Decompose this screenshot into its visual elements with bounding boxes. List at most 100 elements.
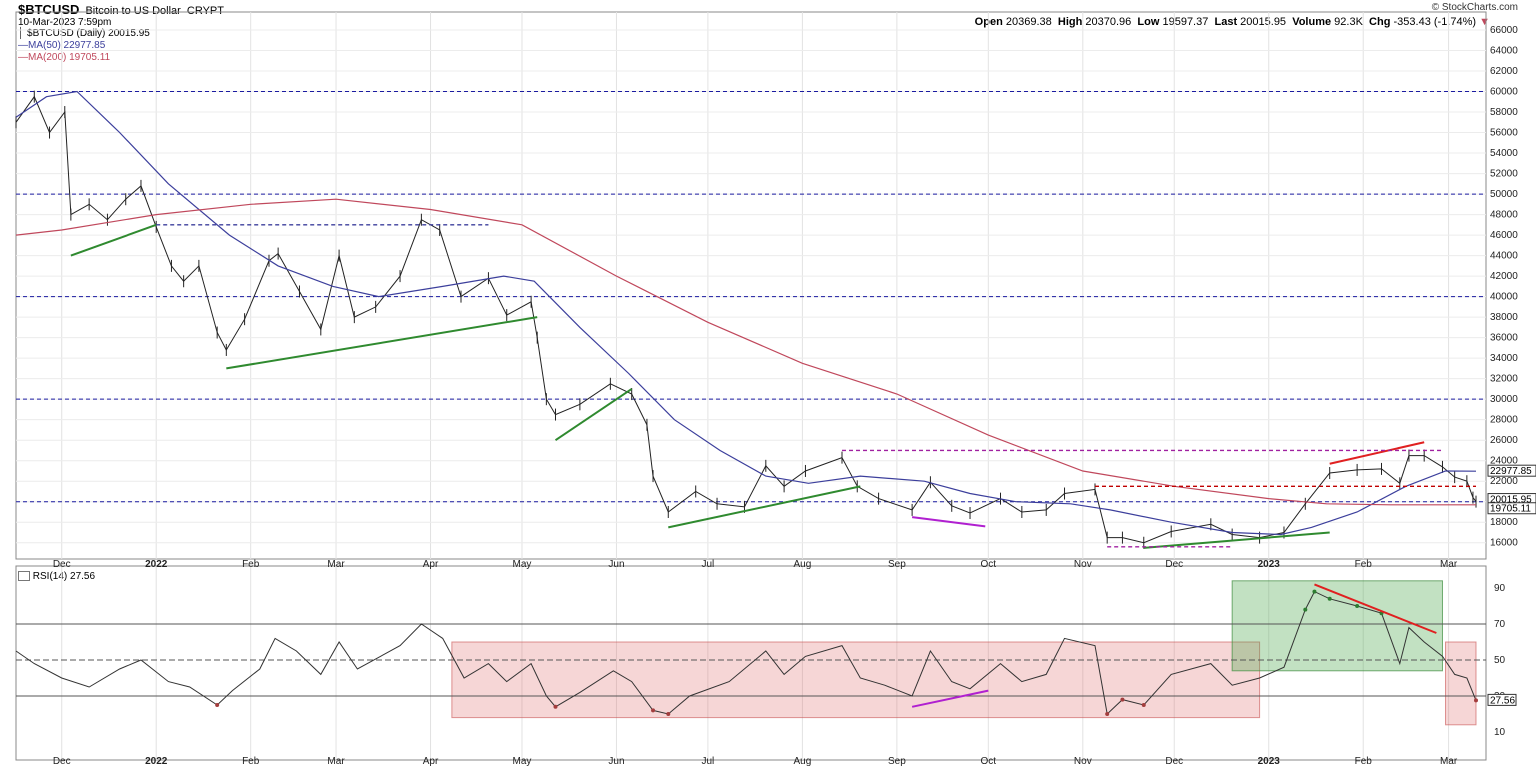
price-value-tag-box bbox=[1487, 464, 1536, 477]
x-tick-label-rsi: Mar bbox=[1440, 756, 1458, 767]
x-tick-label-rsi: 2023 bbox=[1258, 756, 1281, 767]
rsi-annotation-resistance bbox=[1314, 583, 1437, 634]
price-value-tag-box bbox=[1487, 502, 1536, 515]
y-tick-label-price: 58000 bbox=[1490, 107, 1518, 118]
chg-label: Chg bbox=[1369, 16, 1391, 28]
y-tick-label-price: 32000 bbox=[1490, 374, 1518, 385]
y-tick-label-price: 62000 bbox=[1490, 66, 1518, 77]
rsi-oversold-point bbox=[651, 708, 656, 713]
y-tick-label-price: 66000 bbox=[1490, 25, 1518, 36]
rsi-oversold-point bbox=[215, 703, 220, 707]
y-tick-label-rsi: 50 bbox=[1494, 655, 1506, 666]
rsi-legend-swatch bbox=[18, 571, 30, 582]
brand-logo: © StockCharts.com bbox=[1431, 2, 1518, 13]
y-tick-label-price: 28000 bbox=[1490, 415, 1518, 426]
price-annotation-support bbox=[226, 316, 538, 370]
y-tick-label-rsi: 70 bbox=[1494, 619, 1506, 630]
price-annotation-support bbox=[554, 388, 633, 442]
rsi-annotation-level-purple bbox=[911, 689, 989, 708]
rsi-overbought-point bbox=[1355, 604, 1360, 608]
x-tick-label-price: Mar bbox=[327, 559, 345, 570]
y-tick-label-price: 26000 bbox=[1490, 435, 1518, 446]
rsi-oversold-point bbox=[1120, 697, 1125, 702]
y-tick-label-price: 54000 bbox=[1490, 148, 1518, 159]
legend-ma200: —MA(200) 19705.11 bbox=[18, 52, 111, 63]
series-btcusd bbox=[15, 95, 1477, 544]
y-tick-label-price: 16000 bbox=[1490, 538, 1518, 549]
x-tick-label-rsi: May bbox=[513, 756, 532, 767]
price-annotation-support bbox=[668, 485, 861, 529]
price-value-tag: 19705.11 bbox=[1490, 504, 1531, 515]
x-tick-label-rsi: Dec bbox=[1165, 756, 1183, 767]
x-tick-label-rsi: Oct bbox=[981, 756, 997, 767]
instrument-name: Bitcoin to US Dollar bbox=[85, 5, 181, 17]
y-tick-label-price: 36000 bbox=[1490, 333, 1518, 344]
x-tick-label-rsi: Dec bbox=[53, 756, 71, 767]
x-tick-label-price: 2023 bbox=[1258, 559, 1281, 570]
low-label: Low bbox=[1137, 16, 1160, 28]
y-tick-label-price: 38000 bbox=[1490, 312, 1518, 323]
legend-ma50: —MA(50) 22977.85 bbox=[18, 40, 106, 51]
rsi-overbought-point bbox=[1303, 607, 1308, 612]
y-tick-label-price: 52000 bbox=[1490, 169, 1518, 180]
rsi-oversold-point bbox=[1141, 703, 1146, 707]
x-tick-label-rsi: Aug bbox=[793, 756, 811, 767]
price-annotation-support bbox=[70, 223, 157, 257]
y-tick-label-price: 48000 bbox=[1490, 210, 1518, 221]
y-tick-label-price: 22000 bbox=[1490, 476, 1518, 487]
last-value: 20015.95 bbox=[1240, 16, 1287, 28]
y-tick-label-price: 18000 bbox=[1490, 517, 1518, 528]
volume-label: Volume bbox=[1292, 16, 1332, 28]
y-tick-label-rsi: 90 bbox=[1494, 583, 1506, 594]
x-tick-label-price: Dec bbox=[53, 559, 71, 570]
legend-price: │ $BTCUSD (Daily) 20015.95 bbox=[18, 28, 150, 39]
y-tick-label-price: 46000 bbox=[1490, 230, 1518, 241]
rsi-legend-label: RSI(14) 27.56 bbox=[32, 571, 96, 582]
rsi-legend: RSI(14) 27.56 bbox=[18, 571, 95, 582]
price-legend: │ $BTCUSD (Daily) 20015.95 —MA(50) 22977… bbox=[18, 28, 150, 64]
symbol: $BTCUSD bbox=[18, 2, 80, 17]
price-annotation-resistance bbox=[1329, 441, 1425, 465]
x-tick-label-price: Jul bbox=[702, 559, 715, 570]
exchange: CRYPT bbox=[186, 5, 224, 17]
x-tick-label-price: Oct bbox=[981, 559, 997, 570]
x-tick-label-rsi: Jun bbox=[608, 756, 624, 767]
price-value-tag: 20015.95 bbox=[1490, 495, 1532, 506]
y-tick-label-price: 34000 bbox=[1490, 353, 1518, 364]
price-annotation-level-purple bbox=[911, 516, 986, 528]
open-value: 20369.38 bbox=[1005, 16, 1052, 28]
rsi-oversold-box bbox=[451, 641, 1261, 719]
x-tick-label-price: May bbox=[513, 559, 532, 570]
x-tick-label-rsi: Nov bbox=[1074, 756, 1092, 767]
rsi-oversold-point bbox=[666, 712, 671, 716]
rsi-value-tag: 27.56 bbox=[1490, 695, 1515, 706]
x-tick-label-price: Nov bbox=[1074, 559, 1092, 570]
y-tick-label-price: 50000 bbox=[1490, 189, 1518, 200]
x-tick-label-price: Feb bbox=[1355, 559, 1373, 570]
rsi-oversold-point bbox=[553, 704, 558, 709]
ohlc-readout: Open 20369.38 High 20370.96 Low 19597.37… bbox=[975, 16, 1490, 28]
y-tick-label-price: 64000 bbox=[1490, 46, 1518, 57]
x-tick-label-rsi: Apr bbox=[423, 756, 439, 767]
chg-value: -353.43 (-1.74%) bbox=[1393, 16, 1477, 28]
high-value: 20370.96 bbox=[1085, 16, 1132, 28]
chart-title: $BTCUSD Bitcoin to US Dollar CRYPT bbox=[18, 2, 224, 17]
series-ma200 bbox=[15, 198, 1476, 506]
rsi-oversold-point bbox=[1105, 712, 1110, 716]
series-ma50 bbox=[15, 90, 1477, 536]
rsi-panel-frame bbox=[15, 565, 1487, 761]
y-tick-label-price: 40000 bbox=[1490, 292, 1518, 303]
x-tick-label-price: 2022 bbox=[145, 559, 168, 570]
x-tick-label-price: Sep bbox=[888, 559, 906, 570]
y-tick-label-price: 24000 bbox=[1490, 456, 1518, 467]
y-tick-label-rsi: 10 bbox=[1494, 727, 1506, 738]
rsi-overbought-point bbox=[1327, 596, 1332, 601]
price-panel-frame bbox=[15, 11, 1487, 560]
rsi-value-tag-box bbox=[1487, 693, 1517, 706]
chart-date: 10-Mar-2023 7:59pm bbox=[18, 17, 112, 28]
y-tick-label-price: 60000 bbox=[1490, 87, 1518, 98]
rsi-overbought-point bbox=[1312, 589, 1317, 594]
last-label: Last bbox=[1214, 16, 1238, 28]
x-tick-label-rsi: Jul bbox=[702, 756, 715, 767]
